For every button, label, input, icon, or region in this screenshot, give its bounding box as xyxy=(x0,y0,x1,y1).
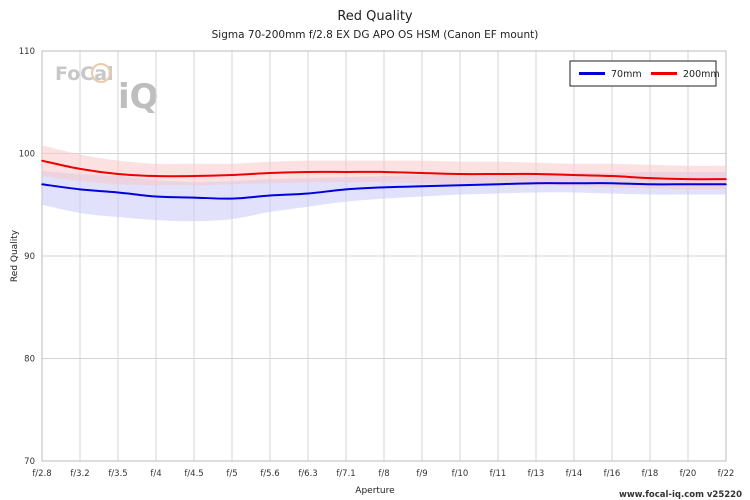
series-point-1 xyxy=(573,174,575,176)
x-tick-label: f/3.5 xyxy=(108,469,127,479)
series-band-1 xyxy=(42,145,726,190)
x-tick-label: f/20 xyxy=(680,469,697,479)
series-point-1 xyxy=(725,178,727,180)
series-point-0 xyxy=(611,182,613,185)
plot-area: 70 80 90 100 110 f/2.8 f/3.2 f/3.5 f/4 f/4.5 f/5 f/… xyxy=(19,47,735,479)
chart-title: Red Quality xyxy=(337,9,413,24)
series-point-1 xyxy=(649,177,651,179)
series-point-1 xyxy=(155,175,157,177)
x-tick-label: f/2.8 xyxy=(32,469,51,479)
y-tick-label: 110 xyxy=(19,47,35,57)
series-point-0 xyxy=(307,192,309,195)
x-tick-label: f/22 xyxy=(718,469,735,479)
series-point-0 xyxy=(573,182,575,185)
x-tick-label: f/4 xyxy=(150,469,161,479)
x-tick-label: f/13 xyxy=(528,469,545,479)
logo-text-iq: iQ xyxy=(118,77,159,117)
y-axis-label: Red Quality xyxy=(10,229,20,282)
series-point-1 xyxy=(79,168,81,170)
focal-iq-logo: FoCal iQ xyxy=(55,63,159,117)
series-point-0 xyxy=(383,186,385,189)
x-tick-label: f/9 xyxy=(416,469,427,479)
x-tick-label: f/10 xyxy=(452,469,469,479)
series-point-0 xyxy=(193,196,195,199)
series-point-0 xyxy=(649,183,651,186)
x-tick-label: f/5 xyxy=(226,469,237,479)
series-point-1 xyxy=(497,173,499,175)
x-tick-label: f/11 xyxy=(490,469,507,479)
legend-label-1: 200mm xyxy=(683,69,720,80)
series-point-1 xyxy=(383,171,385,173)
series-point-0 xyxy=(117,191,119,194)
series-point-0 xyxy=(459,184,461,187)
x-tick-label: f/3.2 xyxy=(70,469,89,479)
x-tick-label: f/7.1 xyxy=(336,469,355,479)
x-axis-label: Aperture xyxy=(355,486,395,496)
chart-subtitle: Sigma 70-200mm f/2.8 EX DG APO OS HSM (C… xyxy=(212,29,539,41)
series-point-0 xyxy=(535,182,537,185)
series-point-1 xyxy=(611,175,613,177)
x-tick-label: f/4.5 xyxy=(184,469,203,479)
plot-frame xyxy=(41,50,727,462)
series-point-0 xyxy=(41,183,43,186)
series-point-0 xyxy=(497,183,499,186)
y-tick-label: 90 xyxy=(24,252,35,262)
series-point-0 xyxy=(421,185,423,188)
y-tick-label: 80 xyxy=(24,355,35,365)
x-tick-label: f/6.3 xyxy=(298,469,317,479)
x-tick-label: f/18 xyxy=(642,469,659,479)
logo-text-focal: FoCal xyxy=(55,63,114,85)
x-tick-label: f/16 xyxy=(604,469,621,479)
series-point-1 xyxy=(307,171,309,173)
series-point-0 xyxy=(231,197,233,200)
legend-label-0: 70mm xyxy=(611,69,642,80)
x-tick-label: f/8 xyxy=(378,469,389,479)
x-tick-label: f/5.6 xyxy=(260,469,279,479)
x-tick-label: f/14 xyxy=(566,469,583,479)
series-point-1 xyxy=(421,172,423,174)
y-tick-label: 70 xyxy=(24,457,35,467)
series-point-0 xyxy=(79,188,81,191)
footer-website: www.focal-iq.com v25220 xyxy=(619,490,742,500)
series-point-1 xyxy=(345,171,347,173)
series-point-1 xyxy=(231,174,233,176)
series-point-0 xyxy=(269,194,271,197)
series-point-1 xyxy=(269,172,271,174)
series-point-1 xyxy=(41,159,43,162)
y-tick-label: 100 xyxy=(19,150,35,160)
series-point-0 xyxy=(345,188,347,191)
logo-ring-icon xyxy=(91,63,111,83)
series-point-1 xyxy=(687,178,689,180)
series-point-1 xyxy=(459,173,461,175)
series-point-1 xyxy=(535,173,537,175)
series-point-0 xyxy=(155,195,157,198)
series-point-0 xyxy=(725,183,727,186)
series-point-0 xyxy=(687,183,689,186)
series-point-1 xyxy=(117,173,119,175)
series-point-1 xyxy=(193,175,195,177)
